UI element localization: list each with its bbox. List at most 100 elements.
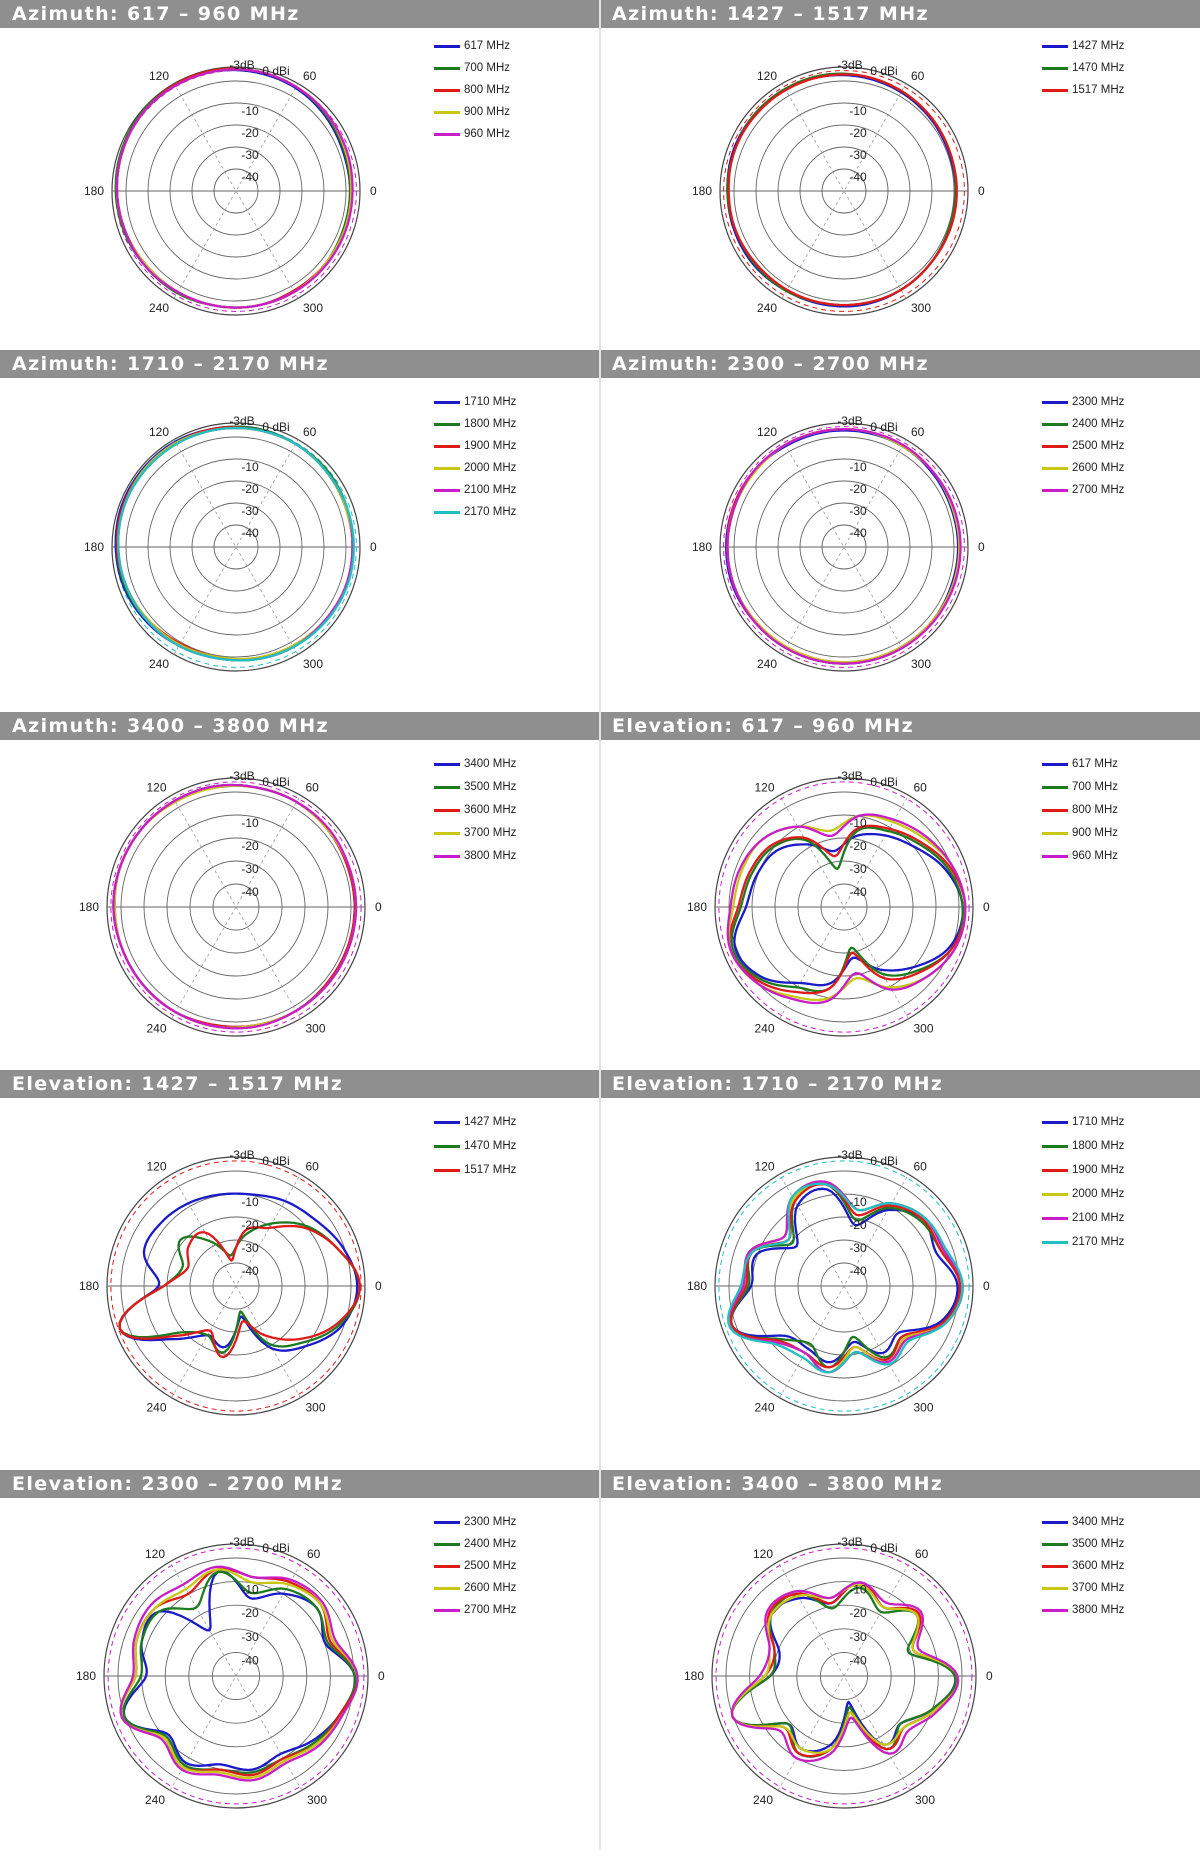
- legend-label: 2000 MHz: [1072, 1188, 1125, 1200]
- panel-title: Elevation: 3400 – 3800 MHz: [600, 1470, 1200, 1498]
- reference-ring: [110, 1160, 362, 1412]
- legend-label: 1470 MHz: [1072, 62, 1125, 74]
- angle-label: 0: [978, 184, 985, 198]
- legend-label: 2600 MHz: [464, 1582, 517, 1594]
- angle-label: 180: [687, 1279, 707, 1293]
- trace-2170-mhz: [727, 1182, 964, 1374]
- pattern-panel: Elevation: 2300 – 2700 MHz 0 dBi -10 -20 -30…: [0, 1470, 600, 1850]
- pattern-panel: Elevation: 1427 – 1517 MHz 0 dBi -10 -20 -30…: [0, 1070, 600, 1470]
- trace-2700-mhz: [726, 428, 962, 665]
- trace-2170-mhz: [116, 426, 355, 662]
- legend-swatch: [434, 855, 460, 858]
- angle-label: 0: [378, 1669, 385, 1683]
- legend-swatch: [1042, 786, 1068, 789]
- trace-900-mhz: [727, 814, 967, 1002]
- angle-label: 120: [145, 1547, 165, 1561]
- legend-swatch: [434, 133, 460, 136]
- trace-617-mhz: [733, 832, 964, 987]
- legend-swatch: [1042, 1217, 1068, 1220]
- trace-960-mhz: [726, 813, 967, 1005]
- legend-label: 3700 MHz: [464, 827, 517, 839]
- ring-label: 0 dBi: [262, 1541, 289, 1555]
- ring-label: -20: [241, 1606, 259, 1620]
- axis-diagonal: [171, 1174, 301, 1398]
- angle-label: 240: [754, 1400, 774, 1414]
- legend-label: 2170 MHz: [464, 506, 517, 518]
- angle-label: 120: [757, 425, 777, 439]
- legend-swatch: [1042, 1587, 1068, 1590]
- angle-label: 300: [306, 1021, 326, 1035]
- legend-swatch: [1042, 763, 1068, 766]
- angle-label: 300: [911, 657, 931, 671]
- axis-diagonal: [173, 83, 299, 299]
- ring-label: -20: [849, 126, 867, 140]
- ref-label: -3dB: [837, 1535, 862, 1549]
- legend-label: 700 MHz: [1072, 781, 1119, 793]
- legend-swatch: [434, 401, 460, 404]
- panel-title: Elevation: 2300 – 2700 MHz: [0, 1470, 600, 1498]
- axis-diagonal: [781, 439, 907, 655]
- ring-label: 0 dBi: [870, 64, 897, 78]
- legend-swatch: [434, 763, 460, 766]
- axis-diagonal: [779, 795, 909, 1019]
- ring-label: -40: [849, 1653, 867, 1667]
- angle-label: 60: [911, 425, 925, 439]
- ring-label: 0 dBi: [870, 775, 897, 789]
- trace-2600-mhz: [119, 1568, 359, 1779]
- legend-label: 800 MHz: [464, 84, 511, 96]
- legend-label: 3500 MHz: [1072, 1538, 1125, 1550]
- legend-label: 1800 MHz: [464, 418, 517, 430]
- angle-label: 300: [914, 1021, 934, 1035]
- angle-label: 300: [914, 1400, 934, 1414]
- angle-label: 0: [375, 1279, 382, 1293]
- panel-title: Azimuth: 2300 – 2700 MHz: [600, 350, 1200, 378]
- angle-label: 60: [914, 1160, 928, 1174]
- ref-label: -3dB: [837, 414, 862, 428]
- trace-2600-mhz: [726, 427, 961, 664]
- legend-swatch: [434, 511, 460, 514]
- axis-diagonal: [781, 83, 907, 299]
- legend-swatch: [1042, 832, 1068, 835]
- ref-label: -3dB: [229, 1148, 254, 1162]
- angle-label: 240: [146, 1021, 166, 1035]
- ring-label: -10: [241, 104, 259, 118]
- panel-title: Azimuth: 1427 – 1517 MHz: [600, 0, 1200, 28]
- legend-swatch: [1042, 1241, 1068, 1244]
- legend-swatch: [434, 467, 460, 470]
- panel-title: Azimuth: 617 – 960 MHz: [0, 0, 600, 28]
- panel-title: Elevation: 617 – 960 MHz: [600, 712, 1200, 740]
- angle-label: 240: [757, 657, 777, 671]
- ring-label: -40: [241, 170, 259, 184]
- legend-swatch: [1042, 445, 1068, 448]
- axis-diagonal: [169, 1561, 303, 1791]
- legend-label: 1900 MHz: [1072, 1164, 1125, 1176]
- legend-swatch: [1042, 401, 1068, 404]
- trace-960-mhz: [115, 68, 354, 309]
- legend-label: 617 MHz: [464, 40, 511, 52]
- ring-label: -40: [849, 526, 867, 540]
- trace-1517-mhz: [118, 1224, 361, 1359]
- angle-label: 300: [303, 301, 323, 315]
- ring-label: 0 dBi: [870, 1154, 897, 1168]
- angle-label: 60: [911, 69, 925, 83]
- ring-label: -10: [849, 460, 867, 474]
- angle-label: 120: [146, 781, 166, 795]
- axis-diagonal: [169, 1561, 303, 1791]
- legend-label: 1427 MHz: [1072, 40, 1125, 52]
- ring-label: -20: [849, 1218, 867, 1232]
- axis-diagonal: [171, 795, 301, 1019]
- axis-diagonal: [173, 439, 299, 655]
- ring-label: -10: [849, 1583, 867, 1597]
- legend-label: 3700 MHz: [1072, 1582, 1125, 1594]
- pattern-panel: Azimuth: 3400 – 3800 MHz 0 dBi -10 -20 -30 -4…: [0, 712, 600, 1070]
- pattern-panel: Elevation: 1710 – 2170 MHz 0 dBi -10 -20 -30…: [600, 1070, 1200, 1470]
- legend-label: 3800 MHz: [1072, 1604, 1125, 1616]
- ring-label: -10: [849, 1195, 867, 1209]
- legend-swatch: [434, 111, 460, 114]
- trace-3800-mhz: [730, 1581, 960, 1763]
- angle-label: 0: [983, 900, 990, 914]
- ring-label: -40: [849, 885, 867, 899]
- angle-label: 120: [754, 781, 774, 795]
- angle-label: 240: [149, 657, 169, 671]
- reference-ring: [107, 1547, 365, 1805]
